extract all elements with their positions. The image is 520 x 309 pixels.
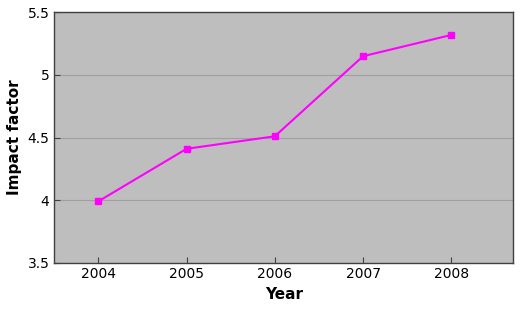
X-axis label: Year: Year [265,287,303,302]
Y-axis label: Impact factor: Impact factor [7,80,22,195]
